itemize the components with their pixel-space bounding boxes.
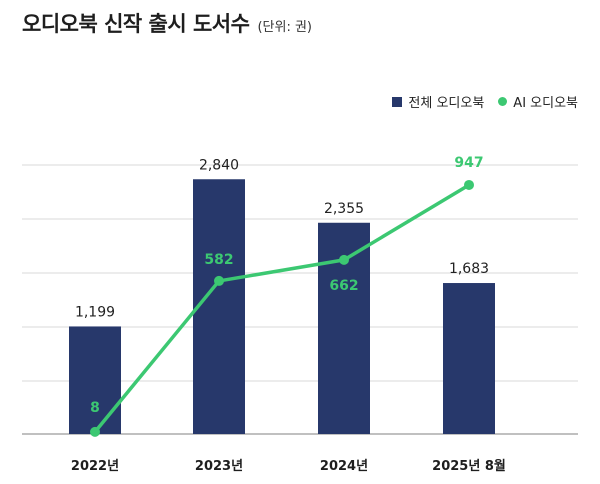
legend-bar-label: 전체 오디오북 (408, 96, 485, 111)
chart-title: 오디오북 신작 출시 도서수 (22, 12, 250, 36)
x-tick-label: 2022년 (71, 459, 119, 474)
unit-label: (단위: 권) (257, 20, 312, 35)
ai-audiobook-line (93, 183, 471, 434)
chart-header: 오디오북 신작 출시 도서수 (단위: 권) (22, 8, 312, 38)
legend-line-label: AI 오디오북 (513, 96, 578, 111)
bar (69, 326, 121, 434)
x-tick-label: 2025년 8월 (432, 458, 506, 474)
legend-item-bar: 전체 오디오북 (392, 92, 484, 111)
bar-value-label: 2,355 (324, 201, 364, 217)
line-value-label: 582 (204, 252, 233, 268)
line-point (214, 275, 224, 286)
bar (193, 179, 245, 434)
legend-line-swatch (498, 97, 508, 106)
x-tick-label: 2024년 (320, 459, 368, 474)
line-value-label: 662 (329, 278, 358, 294)
bar (318, 222, 370, 434)
line-point (90, 426, 100, 437)
line-point (339, 254, 349, 265)
bar (443, 283, 495, 434)
bar-value-label: 1,683 (449, 261, 489, 277)
line-value-label: 8 (90, 400, 100, 416)
x-tick-label: 2023년 (195, 459, 243, 474)
bar-value-label: 2,840 (199, 157, 239, 173)
legend-bar-swatch (392, 96, 403, 107)
legend-item-line: AI 오디오북 (498, 92, 578, 111)
bar-value-label: 1,199 (75, 304, 115, 320)
legend: 전체 오디오북 AI 오디오북 (392, 92, 578, 111)
line-point (464, 179, 474, 190)
line-value-label: 947 (454, 155, 483, 171)
